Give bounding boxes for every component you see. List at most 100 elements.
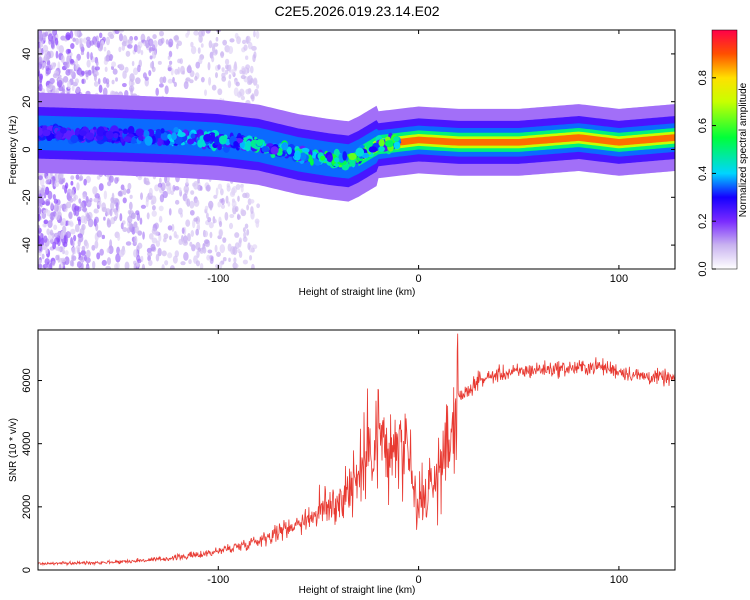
spectrogram-noise-blob [255,30,260,40]
spectrogram-ridge-blob [300,147,310,154]
spectrogram-noise-blob [170,265,174,269]
spectrogram-noise-blob [222,39,228,46]
spectrogram-noise-blob [137,64,141,73]
spectrogram-noise-blob [249,254,253,261]
spectrogram-noise-blob [76,182,80,191]
spectrogram-noise-blob [204,89,207,97]
spectrogram-ridge-blob [384,140,394,148]
spectrogram-noise-blob [196,250,200,259]
spectrogram-ridge-blob [144,135,153,146]
spectrogram-ridge [38,92,675,202]
spectrogram-noise-blob [173,81,177,88]
spectrogram-noise-blob [172,255,178,264]
spectrogram-noise-blob [220,188,224,196]
spectrogram-noise-blob [71,240,75,247]
spectrogram-ridge-blob [138,135,144,141]
spectrogram-noise-blob [45,67,51,75]
spectrogram-noise-blob [189,200,195,209]
spectrogram-noise-blob [205,30,211,34]
spectrogram-noise-blob [190,230,195,238]
spectrogram-noise-blob [240,208,245,215]
spectrogram-noise-blob [163,237,167,243]
spectrogram-noise-blob [189,79,194,84]
y-tick-label: 0 [21,146,33,152]
x-tick-label: 100 [610,574,628,586]
spectrogram-noise-blob [171,223,175,232]
spectrogram-ridge-blob [187,138,195,145]
spectrogram-noise-blob [38,30,43,40]
spectrogram-noise-blob [194,76,198,81]
spectrogram-noise-blob [193,217,198,222]
spectrogram-noise-blob [96,230,103,238]
spectrogram-noise-blob [104,66,108,73]
spectrogram-panel: -100 0 100 -40 -20 0 20 40 Height of straight … [8,29,676,298]
spectrogram-noise-blob [213,219,217,224]
spectrogram-ridge-blob [286,146,292,155]
spectrogram-noise-blob [157,38,163,46]
spectrogram-noise-blob [52,30,57,35]
spectrogram-noise-blob [174,199,180,205]
spectrogram-noise-blob [163,233,169,240]
spectrogram-noise-blob [177,66,181,75]
spectrogram-noise-blob [218,220,223,228]
spectrogram-noise-blob [55,254,60,261]
spectrogram-ridge-blob [143,129,150,138]
colorbar-tick-label: 0.6 [697,118,709,133]
spectrogram-noise-blob [45,179,50,185]
spectrogram-noise-blob [212,49,218,56]
spectrogram-noise-blob [133,249,138,258]
spectrogram-noise-blob [152,34,157,40]
spectrogram-noise-blob [71,254,75,263]
spectrogram-noise-blob [217,183,223,190]
spectrogram-ridge-band [358,134,675,161]
spectrogram-noise-blob [209,231,213,239]
spectrogram-ridge-blob [221,135,228,142]
spectrogram-noise-blob [113,197,119,203]
spectrogram-ridge-blob [214,136,220,146]
spectrogram-noise-blob [50,202,54,210]
spectrogram-noise-blob [253,88,259,97]
spectrogram-noise-blob [168,208,172,216]
spectrogram-noise-blob [209,204,213,210]
spectrogram-noise-blob [72,37,76,42]
spectrogram-ridge-blob [85,132,95,141]
spectrogram-noise-blob [49,212,55,221]
colorbar-tick-label: 0.2 [697,214,709,229]
spectrogram-noise-blob [173,35,179,41]
spectrogram-noise-blob [67,49,72,54]
spectrogram-x-label: Height of straight line (km) [299,287,416,298]
spectrogram-noise-blob [251,45,257,51]
spectrogram-noise-blob [157,247,162,257]
spectrogram-noise-blob [46,228,50,235]
spectrogram-noise-blob [170,190,174,195]
spectrogram-noise-blob [195,228,199,236]
y-tick-label: 40 [21,48,33,60]
spectrogram-noise-blob [187,64,192,71]
spectrogram-noise-blob [222,257,227,262]
spectrogram-ridge-blob [123,136,132,143]
spectrogram-ridge-blob [130,137,137,144]
spectrogram-noise-blob [159,177,162,184]
spectrogram-noise-blob [250,206,254,215]
spectrogram-noise-blob [99,248,104,256]
spectrogram-noise-blob [195,61,201,69]
spectrogram-noise-blob [61,84,65,92]
spectrogram-ridge-blob [307,154,313,163]
spectrogram-noise-blob [225,195,229,204]
spectrogram-noise-blob [44,258,50,265]
spectrogram-noise-blob [228,222,234,230]
spectrogram-noise-blob [58,45,65,54]
spectrogram-noise-blob [151,44,156,52]
spectrogram-noise-blob [98,183,104,191]
spectrogram-ridge-blob [270,146,279,155]
spectrogram-noise-blob [183,251,189,261]
spectrogram-noise-blob [174,186,180,191]
spectrogram-noise-blob [224,58,230,65]
spectrogram-noise-blob [121,45,125,51]
spectrogram-noise-blob [121,82,127,88]
spectrogram-noise-blob [86,51,90,60]
spectrogram-ridge-blob [348,152,357,161]
spectrogram-noise-blob [187,30,190,36]
spectrogram-noise-blob [127,44,133,49]
spectrogram-ridge-blob [127,125,135,135]
